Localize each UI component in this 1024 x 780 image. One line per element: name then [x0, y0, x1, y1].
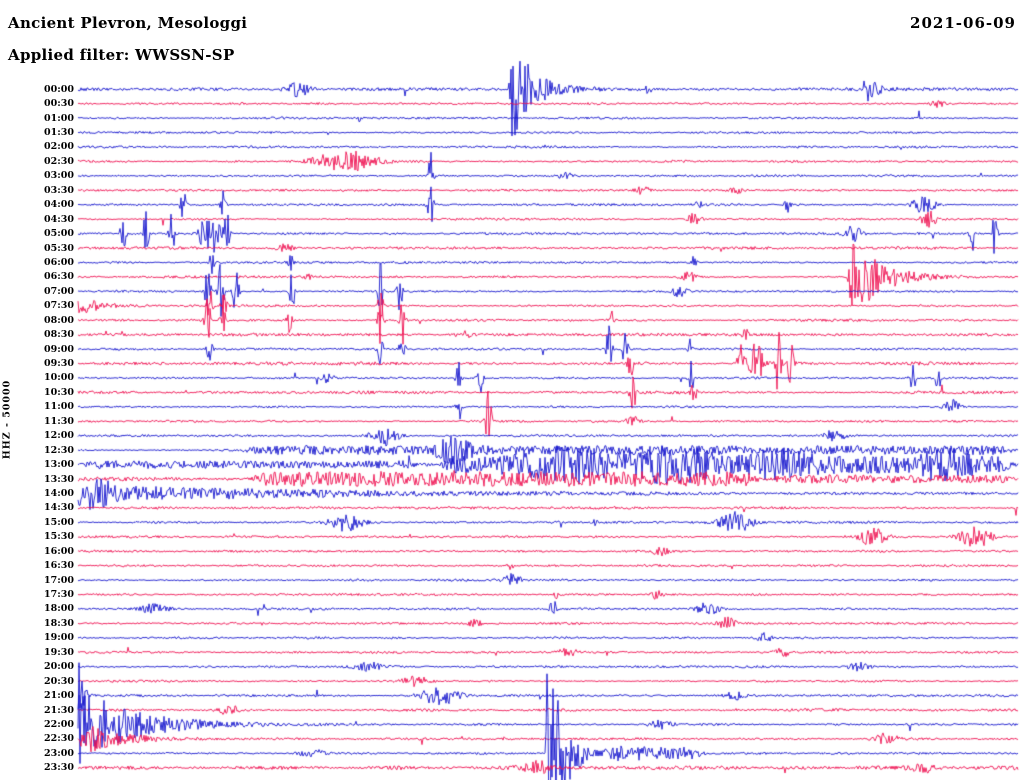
time-label: 02:30: [44, 155, 74, 167]
time-label: 07:30: [44, 300, 74, 312]
time-label: 20:30: [44, 675, 74, 687]
time-label: 06:30: [44, 271, 74, 283]
time-label: 13:00: [44, 459, 74, 471]
time-label: 08:00: [44, 314, 74, 326]
time-label: 05:30: [44, 242, 74, 254]
time-label: 18:30: [44, 617, 74, 629]
time-label: 06:00: [44, 256, 74, 268]
time-label: 08:30: [44, 329, 74, 341]
time-label: 16:00: [44, 545, 74, 557]
time-label: 04:00: [44, 199, 74, 211]
time-label: 14:30: [44, 502, 74, 514]
time-label: 21:30: [44, 704, 74, 716]
time-label: 01:30: [44, 127, 74, 139]
time-label: 05:00: [44, 228, 74, 240]
date-label: 2021-06-09: [910, 14, 1016, 32]
time-label: 03:00: [44, 170, 74, 182]
time-label: 23:30: [44, 762, 74, 774]
time-label: 09:30: [44, 358, 74, 370]
time-label: 04:30: [44, 213, 74, 225]
time-label: 15:00: [44, 516, 74, 528]
time-label: 02:00: [44, 141, 74, 153]
channel-scale-label: HHZ - 50000: [1, 379, 13, 460]
station-title: Ancient Plevron, Mesologgi: [8, 14, 248, 32]
time-label: 10:00: [44, 372, 74, 384]
time-label: 22:30: [44, 733, 74, 745]
applied-filter-label: Applied filter: WWSSN-SP: [8, 46, 235, 64]
time-label: 14:00: [44, 487, 74, 499]
time-label: 12:00: [44, 430, 74, 442]
time-label: 23:00: [44, 747, 74, 759]
time-label: 07:00: [44, 285, 74, 297]
time-label: 00:30: [44, 98, 74, 110]
time-label: 18:00: [44, 603, 74, 615]
time-label: 20:00: [44, 661, 74, 673]
time-label: 16:30: [44, 560, 74, 572]
time-label: 01:00: [44, 112, 74, 124]
time-label: 15:30: [44, 531, 74, 543]
time-label: 09:00: [44, 343, 74, 355]
time-label: 17:30: [44, 589, 74, 601]
time-label: 12:30: [44, 444, 74, 456]
time-label: 17:00: [44, 574, 74, 586]
time-label: 00:00: [44, 83, 74, 95]
time-label: 22:00: [44, 718, 74, 730]
time-label: 03:30: [44, 184, 74, 196]
time-label: 10:30: [44, 386, 74, 398]
time-label: 19:30: [44, 646, 74, 658]
time-label: 19:00: [44, 632, 74, 644]
time-label: 13:30: [44, 473, 74, 485]
time-label: 11:30: [44, 415, 74, 427]
time-label: 11:00: [44, 401, 74, 413]
time-label: 21:00: [44, 690, 74, 702]
